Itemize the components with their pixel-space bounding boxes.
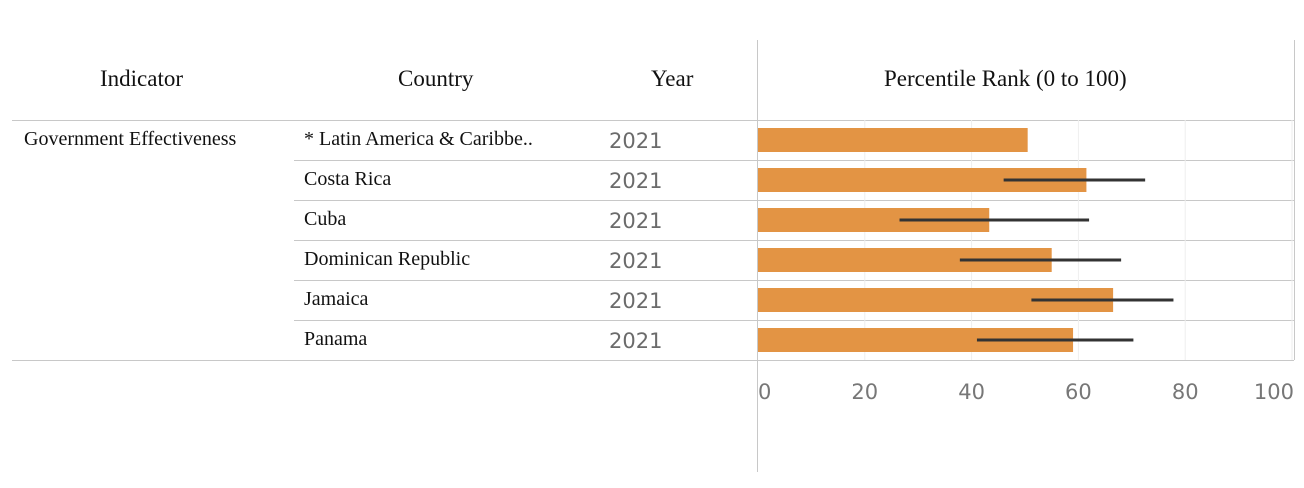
year-cell: 2021 <box>609 289 663 313</box>
x-tick-label: 60 <box>1065 380 1092 404</box>
chart-right-divider <box>1294 40 1295 360</box>
year-cell: 2021 <box>609 209 663 233</box>
country-cell: Dominican Republic <box>304 248 471 270</box>
header-indicator: Indicator <box>100 66 184 91</box>
year-cell: 2021 <box>609 169 663 193</box>
header-country: Country <box>398 66 474 91</box>
year-cell: 2021 <box>609 249 663 273</box>
bar <box>758 128 1028 152</box>
table-bottom-divider <box>12 360 1294 361</box>
country-cell: Panama <box>304 328 368 350</box>
header-divider <box>12 120 1294 121</box>
row-divider <box>294 320 1294 321</box>
country-cell: * Latin America & Caribbe.. <box>304 128 533 150</box>
x-tick-label: 20 <box>851 380 878 404</box>
row-divider <box>294 240 1294 241</box>
x-tick-label: 80 <box>1172 380 1199 404</box>
indicator-cell: Government Effectiveness <box>24 128 237 150</box>
x-tick-label: 0 <box>758 380 771 404</box>
header-percentile-rank: Percentile Rank (0 to 100) <box>884 66 1127 91</box>
row-divider <box>294 160 1294 161</box>
country-cell: Costa Rica <box>304 168 392 190</box>
year-cell: 2021 <box>609 329 663 353</box>
row-divider <box>294 200 1294 201</box>
x-tick-label: 100 <box>1254 380 1294 404</box>
chart-left-divider <box>757 40 758 472</box>
country-cell: Cuba <box>304 208 347 230</box>
country-cell: Jamaica <box>304 288 369 310</box>
header-year: Year <box>651 66 694 91</box>
x-tick-label: 40 <box>958 380 985 404</box>
year-cell: 2021 <box>609 129 663 153</box>
row-divider <box>294 280 1294 281</box>
